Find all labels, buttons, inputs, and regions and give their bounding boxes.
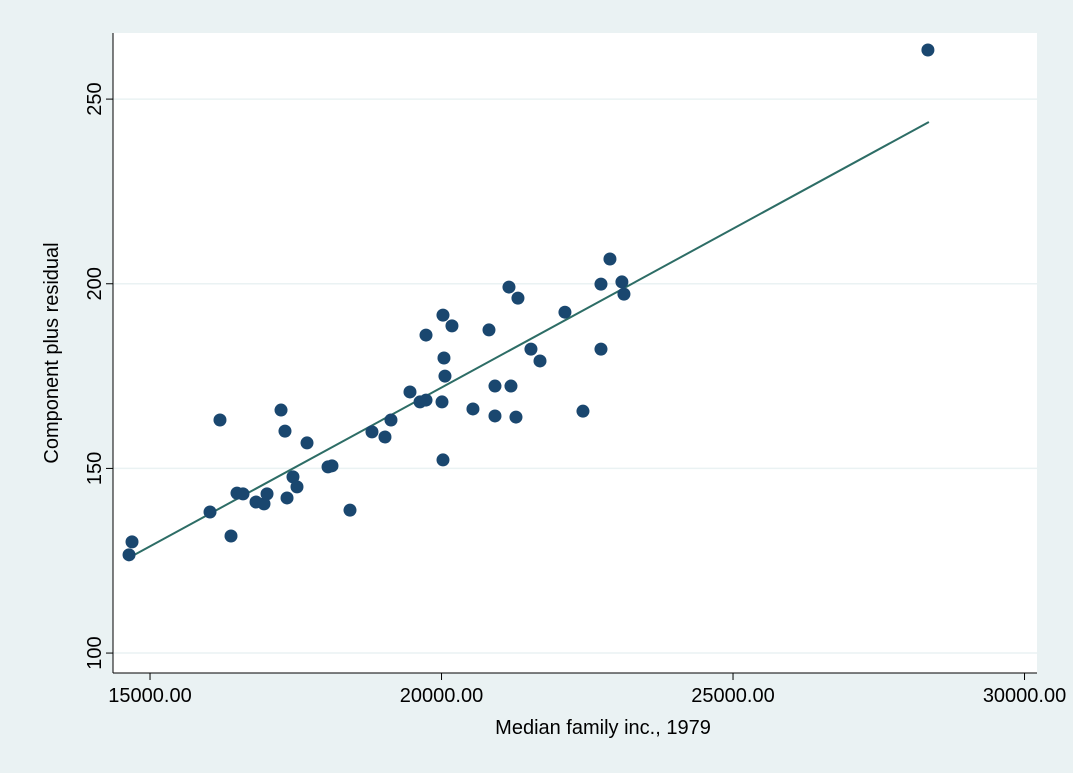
point	[122, 548, 136, 562]
y-tick-label: 150	[84, 452, 106, 485]
point	[436, 453, 450, 467]
x-tick-label: 25000.00	[691, 685, 774, 707]
point	[378, 430, 392, 444]
point	[488, 409, 502, 423]
point	[274, 403, 288, 417]
y-tick-label: 100	[84, 636, 106, 669]
point	[213, 413, 227, 427]
point	[419, 393, 433, 407]
point	[290, 480, 304, 494]
point	[257, 497, 271, 511]
plot-area	[113, 33, 1037, 673]
x-tick-label: 20000.00	[400, 685, 483, 707]
point	[325, 459, 339, 473]
point	[488, 379, 502, 393]
y-axis-title: Component plus residual	[41, 242, 63, 463]
point	[511, 291, 525, 305]
point	[576, 404, 590, 418]
point	[594, 342, 608, 356]
point	[343, 503, 357, 517]
x-tick-label: 15000.00	[108, 685, 191, 707]
point	[300, 436, 314, 450]
point	[502, 280, 516, 294]
point	[236, 487, 250, 501]
point	[125, 535, 139, 549]
x-axis-title: Median family inc., 1979	[495, 717, 711, 739]
x-tick-label: 30000.00	[983, 685, 1066, 707]
point	[278, 424, 292, 438]
point	[594, 277, 608, 291]
point	[384, 413, 398, 427]
point	[436, 308, 450, 322]
point	[509, 410, 523, 424]
point	[558, 305, 572, 319]
fit-line	[128, 121, 930, 559]
point	[224, 529, 238, 543]
point	[365, 425, 379, 439]
point	[435, 395, 449, 409]
point	[921, 43, 935, 57]
point	[504, 379, 518, 393]
point	[524, 342, 538, 356]
point	[438, 369, 452, 383]
point	[482, 323, 496, 337]
point	[615, 275, 629, 289]
point	[603, 252, 617, 266]
point	[617, 287, 631, 301]
point	[260, 487, 274, 501]
point	[419, 328, 433, 342]
point	[280, 491, 294, 505]
point	[445, 319, 459, 333]
point	[286, 470, 300, 484]
point	[203, 505, 217, 519]
point	[403, 385, 417, 399]
y-tick-label: 200	[84, 267, 106, 300]
point	[437, 351, 451, 365]
point	[533, 354, 547, 368]
y-tick-label: 250	[84, 82, 106, 115]
point	[466, 402, 480, 416]
